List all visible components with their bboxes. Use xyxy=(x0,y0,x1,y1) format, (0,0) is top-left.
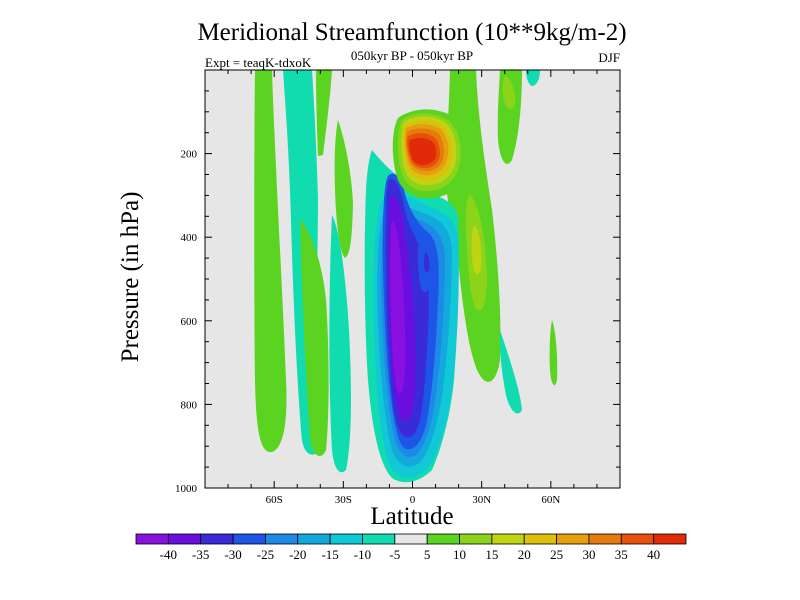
x-tick-label: 30S xyxy=(335,494,352,506)
y-tick-label: 1000 xyxy=(175,483,198,495)
colorbar-label: 15 xyxy=(485,547,498,562)
chart-title: Meridional Streamfunction (10**9kg/m-2) xyxy=(197,19,626,46)
contour-pos-40 xyxy=(409,137,437,165)
contour-high-lat-green-sliver xyxy=(549,320,558,386)
colorbar-label: -20 xyxy=(289,547,306,562)
colorbar-label: 30 xyxy=(582,547,595,562)
season-label: DJF xyxy=(598,50,620,65)
x-tick-label: 60N xyxy=(541,494,560,506)
contour-nh-yellowgreen-upper xyxy=(502,76,516,109)
x-tick-label: 0 xyxy=(410,494,416,506)
contour-upper-green-streak xyxy=(334,120,353,258)
colorbar-swatch xyxy=(426,533,460,545)
colorbar-label: -25 xyxy=(257,547,274,562)
colorbar-label: 5 xyxy=(424,547,431,562)
colorbar: -40 -35 -30 -25 -20 -15 -10 -5 5 10 15 20 25 30 35 40 xyxy=(135,533,687,562)
colorbar-swatch xyxy=(588,533,622,545)
colorbar-swatch xyxy=(232,533,266,545)
plot-area: 60S 30S 0 30N 60N 200 400 600 800 1000 xyxy=(175,69,621,506)
colorbar-swatch xyxy=(653,533,687,545)
colorbar-label: 25 xyxy=(550,547,563,562)
colorbar-swatch xyxy=(297,533,331,545)
contour-fields xyxy=(254,70,558,483)
colorbar-label: -5 xyxy=(389,547,400,562)
y-axis-label: Pressure (in hPa) xyxy=(117,192,144,363)
colorbar-label: -10 xyxy=(354,547,371,562)
contour-nh-yellow-core xyxy=(471,225,482,275)
colorbar-swatch xyxy=(394,533,428,545)
contour-sh-green-column xyxy=(300,220,329,456)
colorbar-swatch xyxy=(362,533,396,545)
contour-neg-secondary-30 xyxy=(424,252,430,273)
x-axis-label: Latitude xyxy=(370,503,453,530)
colorbar-swatch xyxy=(135,533,169,545)
colorbar-label: -40 xyxy=(160,547,177,562)
contour-subtropical-cyan-column xyxy=(329,215,351,473)
colorbar-swatch xyxy=(329,533,363,545)
contour-mid-green-streak xyxy=(316,70,332,156)
colorbar-label: -30 xyxy=(224,547,241,562)
colorbar-label: 40 xyxy=(647,547,660,562)
colorbar-label: 10 xyxy=(453,547,466,562)
contour-nh-cyan-streak xyxy=(526,70,540,86)
experiment-label: Expt = teaqK-tdxoK xyxy=(205,55,312,70)
x-axis-ticks: 60S 30S 0 30N 60N xyxy=(204,70,621,506)
y-tick-label: 600 xyxy=(181,316,198,328)
contour-nh-cyan-lower xyxy=(499,330,522,414)
colorbar-swatch xyxy=(620,533,655,545)
chart-subtitle: 050kyr BP - 050kyr BP xyxy=(351,48,473,63)
colorbar-swatch xyxy=(265,533,299,545)
colorbar-swatch xyxy=(200,533,234,545)
colorbar-swatch xyxy=(167,533,202,545)
x-tick-label: 60S xyxy=(266,494,283,506)
y-tick-label: 800 xyxy=(181,399,198,411)
colorbar-swatch xyxy=(459,533,493,545)
colorbar-label: 35 xyxy=(615,547,628,562)
colorbar-label: -15 xyxy=(321,547,338,562)
contour-sh-band-green xyxy=(254,70,287,453)
y-axis-ticks: 200 400 600 800 1000 xyxy=(175,69,620,495)
colorbar-swatch xyxy=(556,533,590,545)
colorbar-label: -35 xyxy=(192,547,209,562)
colorbar-swatch xyxy=(491,533,525,545)
y-tick-label: 400 xyxy=(181,232,198,244)
x-tick-label: 30N xyxy=(472,494,491,506)
colorbar-label: 20 xyxy=(518,547,531,562)
y-tick-label: 200 xyxy=(181,149,198,161)
contour-neg-40 xyxy=(390,222,406,394)
colorbar-swatch xyxy=(523,533,557,545)
